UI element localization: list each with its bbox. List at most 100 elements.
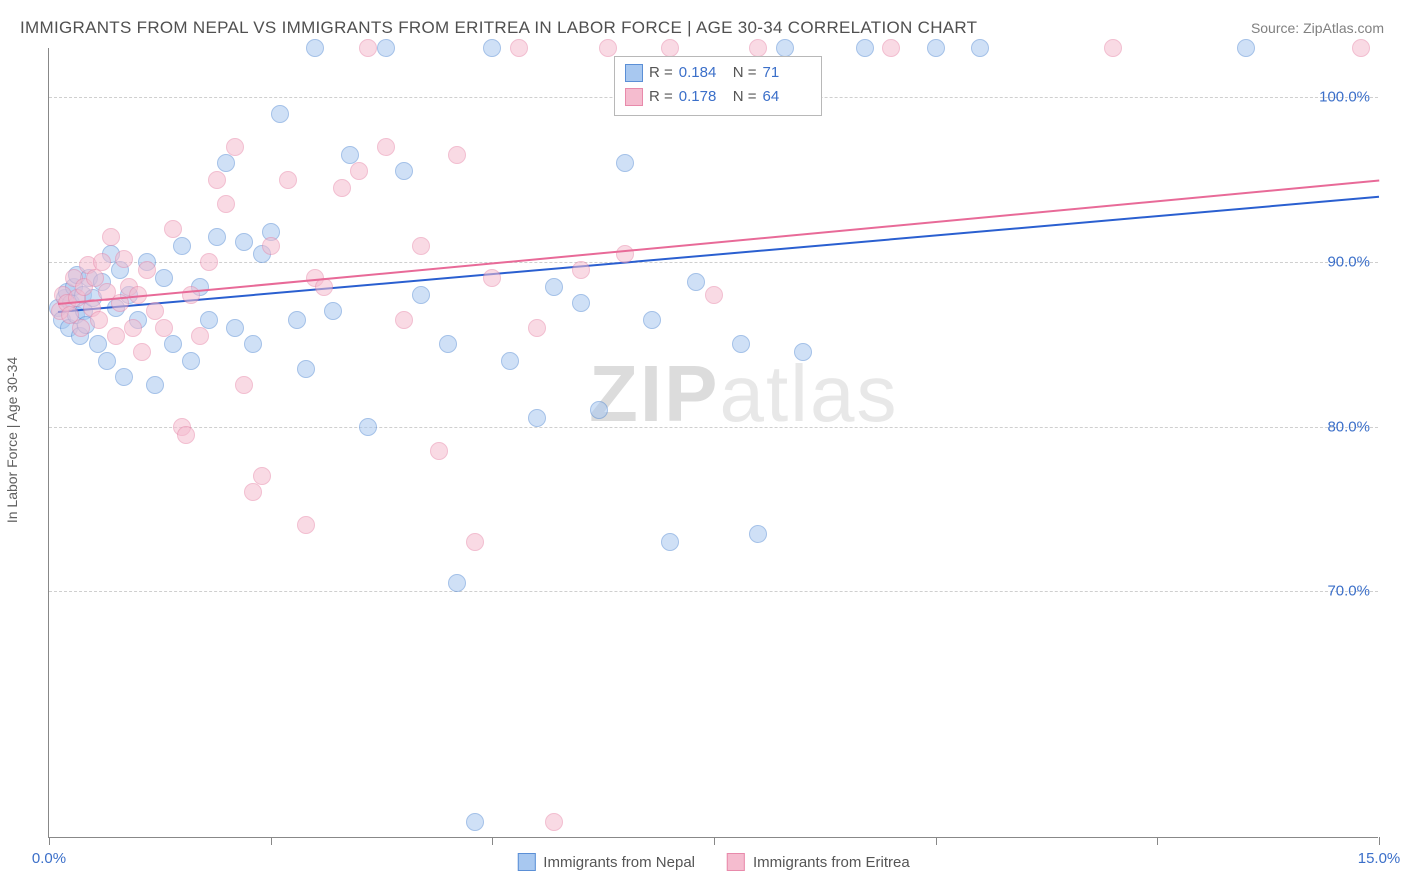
series-legend-item: Immigrants from Eritrea [727, 853, 910, 871]
data-point [115, 250, 133, 268]
data-point [439, 335, 457, 353]
legend-n-label: N = [733, 61, 757, 85]
data-point [1104, 39, 1122, 57]
data-point [466, 813, 484, 831]
data-point [545, 278, 563, 296]
data-point [412, 286, 430, 304]
data-point [217, 154, 235, 172]
x-tick-label: 15.0% [1358, 850, 1401, 867]
data-point [90, 311, 108, 329]
data-point [377, 39, 395, 57]
data-point [146, 302, 164, 320]
data-point [138, 261, 156, 279]
data-point [226, 319, 244, 337]
y-axis-label: In Labor Force | Age 30-34 [4, 357, 20, 523]
legend-swatch [625, 64, 643, 82]
legend-swatch [625, 88, 643, 106]
data-point [430, 442, 448, 460]
x-tick [271, 837, 272, 845]
data-point [794, 343, 812, 361]
data-point [545, 813, 563, 831]
data-point [687, 273, 705, 291]
gridline-h [49, 427, 1378, 428]
source-label: Source: ZipAtlas.com [1251, 20, 1384, 36]
data-point [1352, 39, 1370, 57]
gridline-h [49, 262, 1378, 263]
data-point [856, 39, 874, 57]
data-point [235, 233, 253, 251]
chart-title: IMMIGRANTS FROM NEPAL VS IMMIGRANTS FROM… [20, 18, 977, 38]
data-point [253, 467, 271, 485]
data-point [98, 352, 116, 370]
data-point [115, 368, 133, 386]
data-point [89, 335, 107, 353]
data-point [350, 162, 368, 180]
data-point [164, 335, 182, 353]
data-point [616, 245, 634, 263]
data-point [279, 171, 297, 189]
data-point [155, 319, 173, 337]
series-name: Immigrants from Eritrea [753, 854, 910, 871]
x-tick [714, 837, 715, 845]
data-point [661, 533, 679, 551]
data-point [200, 253, 218, 271]
data-point [971, 39, 989, 57]
legend-r-value: 0.178 [679, 85, 727, 109]
data-point [107, 327, 125, 345]
legend-n-label: N = [733, 85, 757, 109]
data-point [208, 228, 226, 246]
data-point [412, 237, 430, 255]
data-point [333, 179, 351, 197]
legend-r-label: R = [649, 85, 673, 109]
y-tick-label: 80.0% [1327, 418, 1370, 435]
data-point [528, 319, 546, 337]
x-tick [492, 837, 493, 845]
data-point [466, 533, 484, 551]
data-point [235, 376, 253, 394]
data-point [483, 39, 501, 57]
data-point [177, 426, 195, 444]
data-point [483, 269, 501, 287]
data-point [1237, 39, 1255, 57]
legend-swatch [727, 853, 745, 871]
data-point [732, 335, 750, 353]
data-point [102, 228, 120, 246]
legend-n-value: 71 [763, 61, 811, 85]
legend-swatch [517, 853, 535, 871]
data-point [599, 39, 617, 57]
scatter-plot-area: ZIPatlas 70.0%80.0%90.0%100.0%0.0%15.0%R… [48, 48, 1378, 838]
legend-row: R = 0.178N = 64 [625, 85, 811, 109]
x-tick [936, 837, 937, 845]
data-point [262, 237, 280, 255]
legend-n-value: 64 [763, 85, 811, 109]
data-point [271, 105, 289, 123]
data-point [395, 311, 413, 329]
data-point [572, 294, 590, 312]
data-point [155, 269, 173, 287]
data-point [341, 146, 359, 164]
data-point [182, 352, 200, 370]
data-point [217, 195, 235, 213]
data-point [501, 352, 519, 370]
data-point [377, 138, 395, 156]
data-point [164, 220, 182, 238]
legend-r-value: 0.184 [679, 61, 727, 85]
data-point [749, 525, 767, 543]
y-tick-label: 70.0% [1327, 583, 1370, 600]
data-point [448, 574, 466, 592]
series-legend: Immigrants from NepalImmigrants from Eri… [517, 853, 909, 871]
data-point [297, 360, 315, 378]
data-point [208, 171, 226, 189]
y-tick-label: 100.0% [1319, 89, 1370, 106]
legend-row: R = 0.184N = 71 [625, 61, 811, 85]
data-point [616, 154, 634, 172]
data-point [359, 418, 377, 436]
x-tick [1157, 837, 1158, 845]
data-point [226, 138, 244, 156]
data-point [705, 286, 723, 304]
x-tick [1379, 837, 1380, 845]
data-point [244, 483, 262, 501]
data-point [643, 311, 661, 329]
data-point [590, 401, 608, 419]
data-point [72, 319, 90, 337]
